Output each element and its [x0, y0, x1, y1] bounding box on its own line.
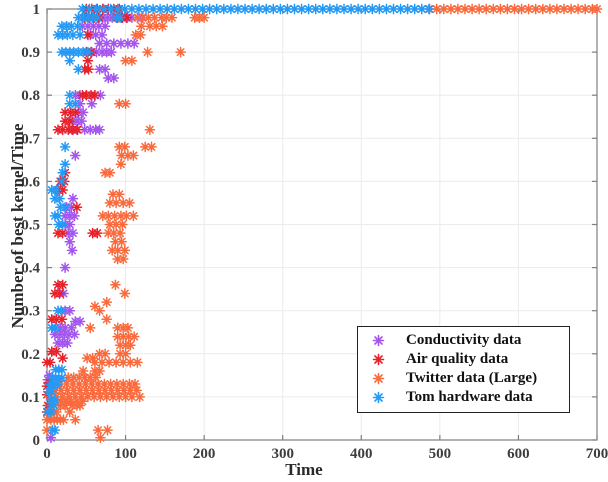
series-twitter-data-large- — [41, 3, 603, 444]
x-tick-label: 400 — [350, 446, 373, 462]
asterisk-marker-icon — [358, 371, 398, 386]
legend-entry-air-quality: Air quality data — [358, 350, 569, 369]
asterisk-glyph — [372, 334, 384, 347]
y-tick-label: 0 — [33, 433, 41, 449]
x-tick-label: 200 — [193, 446, 216, 462]
x-tick-label: 100 — [114, 446, 137, 462]
asterisk-marker-icon — [358, 352, 398, 367]
legend: Conductivity data Air quality data Twitt… — [357, 326, 570, 413]
x-tick-label: 0 — [43, 446, 51, 462]
x-tick-label: 700 — [586, 446, 608, 462]
y-tick-label: 0.4 — [21, 261, 40, 277]
asterisk-glyph — [372, 353, 384, 366]
y-tick-label: 0.1 — [21, 390, 40, 406]
asterisk-marker-icon — [358, 390, 398, 405]
x-tick-label: 300 — [271, 446, 294, 462]
legend-label: Tom hardware data — [406, 389, 533, 405]
series-tom-hardware-data — [42, 3, 435, 436]
x-tick-label: 500 — [429, 446, 452, 462]
y-tick-label: 1 — [33, 2, 41, 18]
y-tick-label: 0.8 — [21, 88, 40, 104]
legend-entry-conductivity: Conductivity data — [358, 331, 569, 350]
y-tick-label: 0.6 — [21, 174, 40, 190]
y-tick-label: 0.7 — [21, 131, 40, 147]
y-tick-label: 0.5 — [21, 218, 40, 234]
asterisk-glyph — [372, 391, 384, 404]
x-axis-title: Time — [285, 460, 323, 479]
legend-label: Conductivity data — [406, 332, 522, 348]
legend-entry-tom-hardware: Tom hardware data — [358, 388, 569, 407]
asterisk-marker-icon — [358, 333, 398, 348]
asterisk-glyph — [372, 372, 384, 385]
y-tick-label: 0.9 — [21, 45, 40, 61]
legend-label: Air quality data — [406, 351, 509, 367]
y-axis-title: Number of best kernel/Time — [8, 123, 27, 329]
x-tick-label: 600 — [507, 446, 530, 462]
y-tick-label: 0.2 — [21, 347, 40, 363]
legend-entry-twitter: Twitter data (Large) — [358, 369, 569, 388]
legend-label: Twitter data (Large) — [406, 370, 538, 386]
y-tick-label: 0.3 — [21, 304, 40, 320]
